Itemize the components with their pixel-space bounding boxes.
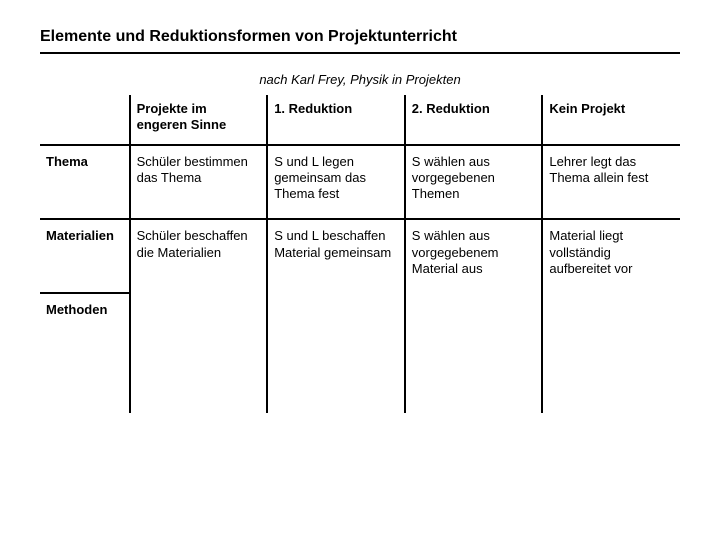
row-header: Methoden xyxy=(40,293,130,413)
row-header: Materialien xyxy=(40,219,130,293)
col-header: Kein Projekt xyxy=(542,95,680,145)
table-cell: Schüler bestimmen das Thema xyxy=(130,145,268,220)
col-header: Projekte im engeren Sinne xyxy=(130,95,268,145)
table-cell: S wählen aus vorgegebenem Material aus xyxy=(405,219,543,293)
header-corner xyxy=(40,95,130,145)
table-cell: S und L be­schaffen Mate­rial gemeinsam xyxy=(267,219,405,293)
row-header: Thema xyxy=(40,145,130,220)
table-cell: Material liegt vollständig aufbereitet v… xyxy=(542,219,680,293)
table-cell xyxy=(405,293,543,413)
col-header: 1. Reduktion xyxy=(267,95,405,145)
col-header: 2. Reduktion xyxy=(405,95,543,145)
table-cell: Schüler be­schaffen die Materialien xyxy=(130,219,268,293)
table-cell: S wählen aus vorgegebenen Themen xyxy=(405,145,543,220)
table-row: Methoden xyxy=(40,293,680,413)
table-row: Materialien Schüler be­schaffen die Mate… xyxy=(40,219,680,293)
table-cell xyxy=(130,293,268,413)
table-cell xyxy=(267,293,405,413)
page-title: Elemente und Reduktionsformen von Projek… xyxy=(40,28,680,54)
table-row: Thema Schüler bestimmen das Thema S und … xyxy=(40,145,680,220)
page-subtitle: nach Karl Frey, Physik in Projekten xyxy=(40,72,680,87)
table-header-row: Projekte im engeren Sinne 1. Reduktion 2… xyxy=(40,95,680,145)
reduction-table: Projekte im engeren Sinne 1. Reduktion 2… xyxy=(40,95,680,413)
table-cell: S und L legen gemeinsam das Thema fest xyxy=(267,145,405,220)
table-cell xyxy=(542,293,680,413)
table-cell: Lehrer legt das Thema allein fest xyxy=(542,145,680,220)
